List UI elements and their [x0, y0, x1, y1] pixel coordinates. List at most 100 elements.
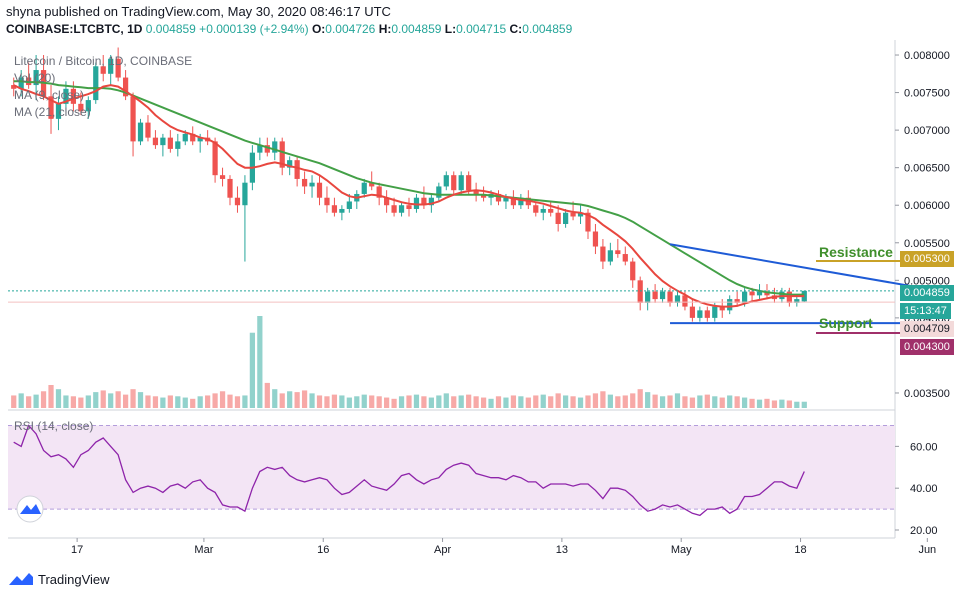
x-tick-label: Apr [434, 544, 451, 556]
y-tick-label: 0.007000 [904, 125, 950, 137]
x-tick-label: May [671, 544, 692, 556]
candle-body [637, 280, 643, 303]
volume-bar [540, 394, 546, 408]
high-label: H: [378, 22, 392, 36]
candle-body [212, 141, 218, 176]
y-tick-label: 0.007500 [904, 88, 950, 100]
candle-body [197, 137, 203, 142]
candle-body [361, 182, 367, 194]
candle-body [324, 197, 330, 206]
volume-bar [33, 394, 39, 408]
candle-body [466, 175, 472, 191]
legend-rsi: RSI (14, close) [14, 419, 94, 433]
volume-bar [495, 396, 502, 408]
y-tick-label: 0.005000 [904, 275, 950, 287]
volume-bar [391, 398, 397, 408]
volume-bar [533, 395, 539, 408]
candle-body [55, 103, 62, 119]
candle-body [234, 197, 241, 206]
volume-bar [577, 397, 584, 408]
ma9-line [13, 84, 805, 308]
candle-body [480, 193, 487, 198]
volume-bar [279, 393, 285, 408]
publisher-text: shyna published on TradingView.com, May … [6, 4, 391, 19]
candle-body [585, 212, 591, 232]
x-tick-label: Jun [918, 544, 936, 556]
candle-body [704, 310, 710, 318]
x-tick-label: 18 [794, 544, 806, 556]
volume-bar [331, 394, 338, 408]
legend-title: Litecoin / Bitcoin, 1D, COINBASE [14, 54, 193, 68]
candle-body [451, 175, 457, 191]
volume-bar [548, 396, 554, 408]
candle-body [294, 160, 300, 179]
candle-body [376, 186, 382, 198]
y-tick-label: 0.008000 [904, 50, 950, 62]
candle-body [727, 299, 733, 311]
volume-bar [637, 389, 643, 408]
candle-body [279, 141, 285, 168]
volume-bar [652, 394, 658, 408]
volume-bar [70, 396, 77, 408]
y-tick-label: 0.006500 [904, 163, 950, 175]
volume-bar [570, 396, 576, 408]
candle-body [510, 197, 517, 206]
footer-brand[interactable]: TradingView [8, 571, 110, 587]
volume-bar [607, 394, 613, 408]
volume-bar [301, 390, 308, 408]
rsi-tick-label: 40.00 [910, 483, 938, 495]
tradingview-logo-icon [9, 573, 33, 585]
volume-bar [749, 398, 755, 408]
volume-bar [190, 398, 196, 408]
rsi-band [8, 425, 895, 510]
candle-body [794, 299, 800, 303]
volume-bar [682, 396, 688, 408]
volume-bar [503, 397, 509, 408]
volume-bar [674, 393, 681, 408]
volume-bar [264, 382, 270, 408]
volume-bar [697, 395, 703, 408]
volume-bar [227, 394, 233, 408]
candle-body [473, 190, 479, 194]
candle-body [548, 208, 554, 213]
candle-body [175, 141, 181, 149]
volume-bar [145, 395, 151, 408]
volume-bar [406, 395, 412, 408]
low-value: 0.004715 [456, 22, 507, 36]
volume-bar [622, 395, 628, 408]
volume-bar [615, 396, 621, 408]
candle-body [242, 182, 248, 206]
candle-body [756, 291, 763, 296]
candle-body [570, 212, 576, 217]
volume-bar [219, 391, 226, 408]
tradingview-cloud-icon [16, 495, 44, 523]
candle-body [682, 295, 688, 307]
volume-bar [741, 397, 748, 408]
y-tick-label: 0.003500 [904, 388, 950, 400]
ohlc-line: COINBASE:LTCBTC, 1D 0.004859 +0.000139 (… [6, 22, 572, 36]
volume-bar [525, 397, 531, 408]
candle-body [622, 254, 628, 262]
volume-bar [316, 395, 323, 408]
candle-body [11, 85, 17, 89]
volume-bar [436, 395, 442, 408]
candle-body [749, 291, 755, 296]
candle-body [428, 197, 434, 206]
rsi-tick-label: 60.00 [910, 441, 938, 453]
candle-body [518, 197, 524, 206]
candle-body [555, 212, 561, 224]
candle-body [630, 261, 636, 281]
rsi-tick-label: 20.00 [910, 525, 938, 537]
candle-body [93, 66, 99, 101]
candle-body [413, 197, 420, 209]
candle-body [786, 291, 792, 303]
candle-body [577, 212, 584, 217]
candle-body [592, 231, 599, 247]
volume-bar [727, 395, 733, 408]
volume-bar [108, 393, 114, 408]
volume-bar [719, 397, 725, 408]
candle-body [607, 250, 613, 262]
x-tick-label: 16 [317, 544, 329, 556]
y-tick-label: 0.006000 [904, 200, 950, 212]
